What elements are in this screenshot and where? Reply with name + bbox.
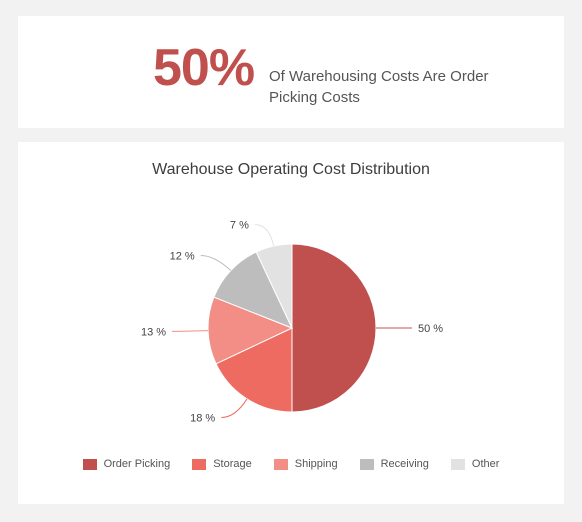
legend-swatch [274, 459, 288, 470]
legend-swatch [360, 459, 374, 470]
legend-item-shipping[interactable]: Shipping [274, 458, 338, 470]
legend-swatch [451, 459, 465, 470]
leader-line-other [255, 225, 274, 246]
data-label-receiving: 12 % [170, 250, 195, 262]
legend-item-receiving[interactable]: Receiving [360, 458, 429, 470]
leader-line-storage [221, 399, 247, 418]
pie-chart: 50 % 18 % 13 % 12 % 7 % [18, 142, 564, 452]
chart-card: Warehouse Operating Cost Distribution 50… [18, 142, 564, 504]
legend-item-storage[interactable]: Storage [192, 458, 252, 470]
kpi-description: Of Warehousing Costs Are Order Picking C… [269, 66, 499, 108]
data-label-order-picking: 50 % [418, 323, 443, 335]
data-label-storage: 18 % [190, 412, 215, 424]
legend-item-order-picking[interactable]: Order Picking [83, 458, 171, 470]
kpi-value: 50% [153, 40, 254, 96]
legend-swatch [192, 459, 206, 470]
pie-slice-order-picking[interactable] [292, 244, 376, 412]
legend-item-other[interactable]: Other [451, 458, 500, 470]
kpi-card: 50% Of Warehousing Costs Are Order Picki… [18, 16, 564, 128]
legend-label: Receiving [381, 458, 429, 470]
legend-label: Shipping [295, 458, 338, 470]
data-label-other: 7 % [230, 220, 249, 232]
legend-label: Order Picking [104, 458, 171, 470]
legend-label: Storage [213, 458, 252, 470]
leader-line-shipping [172, 331, 208, 332]
legend-swatch [83, 459, 97, 470]
leader-line-receiving [201, 255, 231, 270]
legend-label: Other [472, 458, 500, 470]
data-label-shipping: 13 % [141, 326, 166, 338]
chart-legend: Order Picking Storage Shipping Receiving Oth… [18, 456, 564, 472]
